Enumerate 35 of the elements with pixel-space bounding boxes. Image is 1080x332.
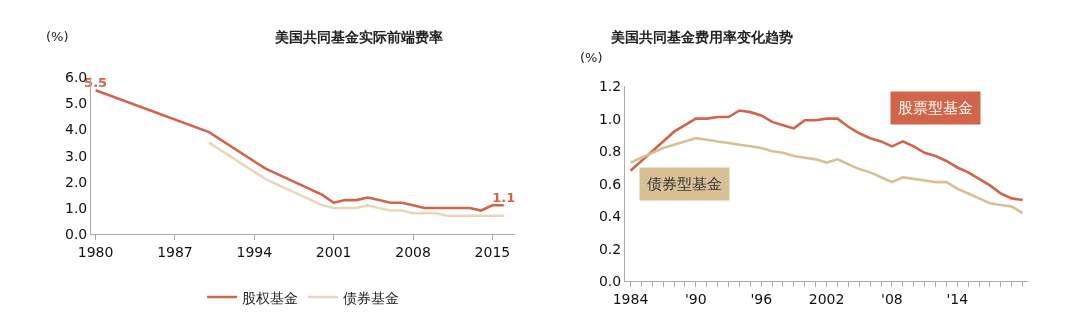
x-tick-label: 2001	[315, 243, 352, 260]
chart-title: 美国共同基金实际前端费率	[274, 29, 443, 45]
y-tick-label: 5.0	[64, 95, 88, 112]
x-tick-label: 1984	[612, 291, 649, 308]
x-tick-label: '08	[881, 291, 903, 308]
legend-label: 债券基金	[343, 289, 400, 306]
y-axis-title: (%)	[46, 29, 69, 44]
y-tick-label: 0.0	[598, 273, 622, 290]
y-tick-label: 0.6	[598, 175, 622, 192]
y-tick-label: 0.0	[64, 225, 88, 242]
x-tick-label: 2008	[395, 243, 431, 260]
data-label: 1.1	[492, 190, 516, 206]
series-label: 股票型基金	[898, 99, 973, 117]
x-tick-label: '96	[750, 291, 773, 308]
y-tick-label: 1.0	[598, 110, 622, 127]
y-tick-label: 4.0	[64, 121, 88, 138]
y-tick-label: 3.0	[64, 147, 88, 164]
line-series	[629, 136, 1024, 215]
y-tick-label: 1.2	[598, 77, 622, 94]
x-tick-label: 2015	[474, 243, 511, 260]
x-tick-label: 1987	[157, 243, 193, 260]
legend-label: 股权基金	[242, 289, 299, 306]
x-tick-label: '14	[946, 291, 969, 308]
series-label: 债券型基金	[647, 175, 722, 193]
x-tick-label: 2002	[808, 291, 845, 308]
y-tick-label: 1.0	[64, 199, 88, 216]
y-axis-title: (%)	[580, 50, 603, 65]
x-tick-label: 1980	[77, 243, 114, 260]
y-tick-label: 0.8	[598, 143, 622, 160]
x-tick-label: '90	[685, 291, 707, 308]
x-tick-label: 1994	[236, 243, 273, 260]
y-tick-label: 2.0	[64, 173, 88, 190]
y-tick-label: 0.4	[598, 208, 622, 225]
y-tick-label: 0.2	[598, 240, 622, 257]
chart-title: 美国共同基金费用率变化趋势	[610, 29, 793, 45]
